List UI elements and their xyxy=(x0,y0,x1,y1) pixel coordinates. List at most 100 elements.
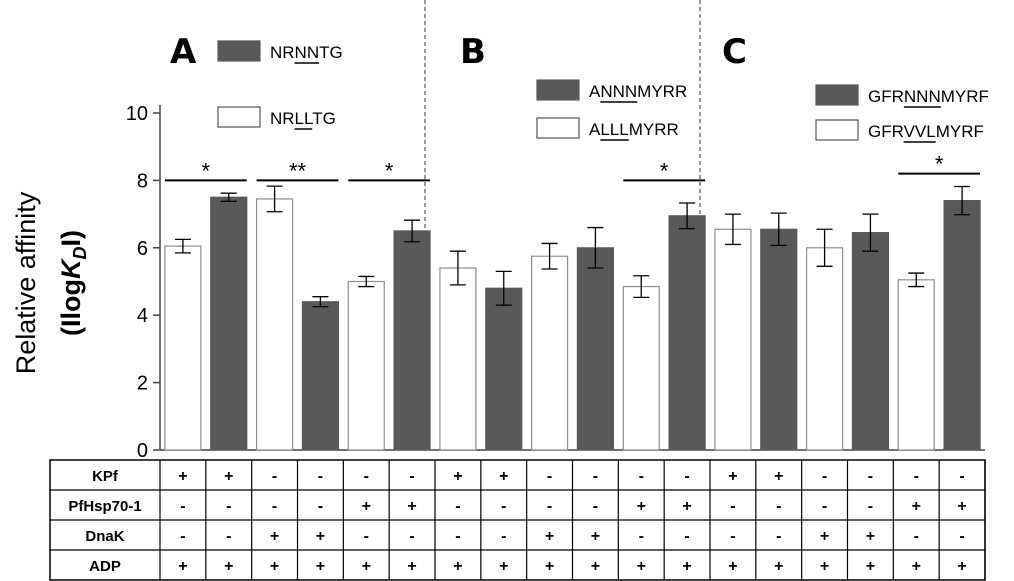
table-row-label: DnaK xyxy=(85,528,124,545)
table-cell: - xyxy=(409,528,414,545)
table-cell: - xyxy=(501,498,506,515)
table-cell: - xyxy=(776,498,781,515)
significance-label: * xyxy=(660,158,669,183)
table-cell: + xyxy=(637,498,646,515)
table-cell: + xyxy=(362,558,371,575)
table-cell: - xyxy=(501,528,506,545)
table-cell: + xyxy=(270,528,279,545)
bars xyxy=(164,196,981,451)
table-cell: - xyxy=(455,498,460,515)
table-cell: - xyxy=(409,468,414,485)
table-cell: - xyxy=(226,498,231,515)
significance-label: * xyxy=(935,152,944,177)
table-cell: + xyxy=(912,558,921,575)
y-tick-label: 6 xyxy=(137,238,148,260)
table-cell: + xyxy=(637,558,646,575)
table-cell: - xyxy=(868,498,873,515)
y-tick-label: 2 xyxy=(137,373,148,395)
table-cell: + xyxy=(362,498,371,515)
significance-markers: * ** * * * xyxy=(164,152,981,183)
error-bars xyxy=(174,185,971,308)
bar xyxy=(255,198,294,451)
table-cell: + xyxy=(545,558,554,575)
legend-label: GFRNNNMYRF xyxy=(868,87,989,106)
table-cell: - xyxy=(639,528,644,545)
condition-table: KPf + + - - - - + + - - - - + + - - - - PfHsp70-1 - - - - + + - - - -… xyxy=(49,459,986,581)
significance-label: * xyxy=(202,158,211,183)
table-cell: - xyxy=(959,468,964,485)
table-cell: + xyxy=(774,558,783,575)
table-cell: - xyxy=(318,498,323,515)
legend-swatch xyxy=(815,119,859,141)
bar xyxy=(393,230,431,451)
table-cell: - xyxy=(547,468,552,485)
legend-label: ALLLMYRR xyxy=(589,120,679,139)
table-cell: + xyxy=(316,558,325,575)
legend-label: ANNNMYRR xyxy=(589,82,687,101)
table-cell: + xyxy=(499,468,508,485)
bar xyxy=(576,247,615,451)
bar xyxy=(530,255,569,451)
legend-label: NRNNTG xyxy=(270,43,343,62)
table-cell: + xyxy=(499,558,508,575)
table-cell: - xyxy=(730,528,735,545)
table-cell: - xyxy=(822,498,827,515)
table-cell: + xyxy=(866,558,875,575)
bar xyxy=(210,196,248,451)
table-cell: + xyxy=(545,528,554,545)
significance-label: ** xyxy=(289,158,307,183)
table-cell: + xyxy=(178,468,187,485)
panel-label: B xyxy=(460,32,486,72)
table-cell: + xyxy=(820,528,829,545)
legend-label: GFRVVLMYRF xyxy=(868,122,984,141)
bar xyxy=(760,228,798,451)
legend-swatch xyxy=(536,79,580,101)
legend-swatch xyxy=(217,106,261,128)
table-cell: + xyxy=(682,498,691,515)
table-cell: + xyxy=(957,498,966,515)
table-cell: - xyxy=(914,528,919,545)
panel-label: A xyxy=(170,32,197,72)
bar xyxy=(622,285,660,451)
table-cell: - xyxy=(180,528,185,545)
table-cell: - xyxy=(593,498,598,515)
table-cell: - xyxy=(776,528,781,545)
table-cell: - xyxy=(684,468,689,485)
table-cell: + xyxy=(407,558,416,575)
bar xyxy=(668,215,706,451)
table-row-label: KPf xyxy=(92,468,119,485)
table-cell: - xyxy=(639,468,644,485)
table-cell: + xyxy=(407,498,416,515)
table-cell: - xyxy=(959,528,964,545)
table-cell: + xyxy=(957,558,966,575)
y-axis-label-group: Relative affinity (IlogKDI) xyxy=(11,191,90,374)
table-cell: + xyxy=(591,528,600,545)
panels: A NRNNTG NRLLTG B ANNNMYRR ALLLMYRR C GFRNNNMYR… xyxy=(170,32,989,143)
table-cell: + xyxy=(270,558,279,575)
table-cell: - xyxy=(272,468,277,485)
table-cell: - xyxy=(180,498,185,515)
table-cell: + xyxy=(820,558,829,575)
y-tick-label: 0 xyxy=(137,440,148,462)
bar xyxy=(897,279,935,451)
legend-swatch xyxy=(536,117,580,139)
bar xyxy=(714,228,752,451)
bar xyxy=(301,301,340,451)
table-cell: + xyxy=(224,558,233,575)
table-cell: + xyxy=(224,468,233,485)
table-cell: + xyxy=(682,558,691,575)
y-axis-label: Relative affinity xyxy=(11,191,41,374)
bar xyxy=(164,245,202,451)
table-cell: + xyxy=(728,558,737,575)
legend-swatch xyxy=(217,40,261,62)
bar xyxy=(943,200,981,451)
table-cell: + xyxy=(728,468,737,485)
table-cell: + xyxy=(453,558,462,575)
panel-label: C xyxy=(722,32,747,72)
table-cell: + xyxy=(453,468,462,485)
table-cell: + xyxy=(178,558,187,575)
table-cell: - xyxy=(547,498,552,515)
significance-label: * xyxy=(385,158,394,183)
table-cell: - xyxy=(364,468,369,485)
